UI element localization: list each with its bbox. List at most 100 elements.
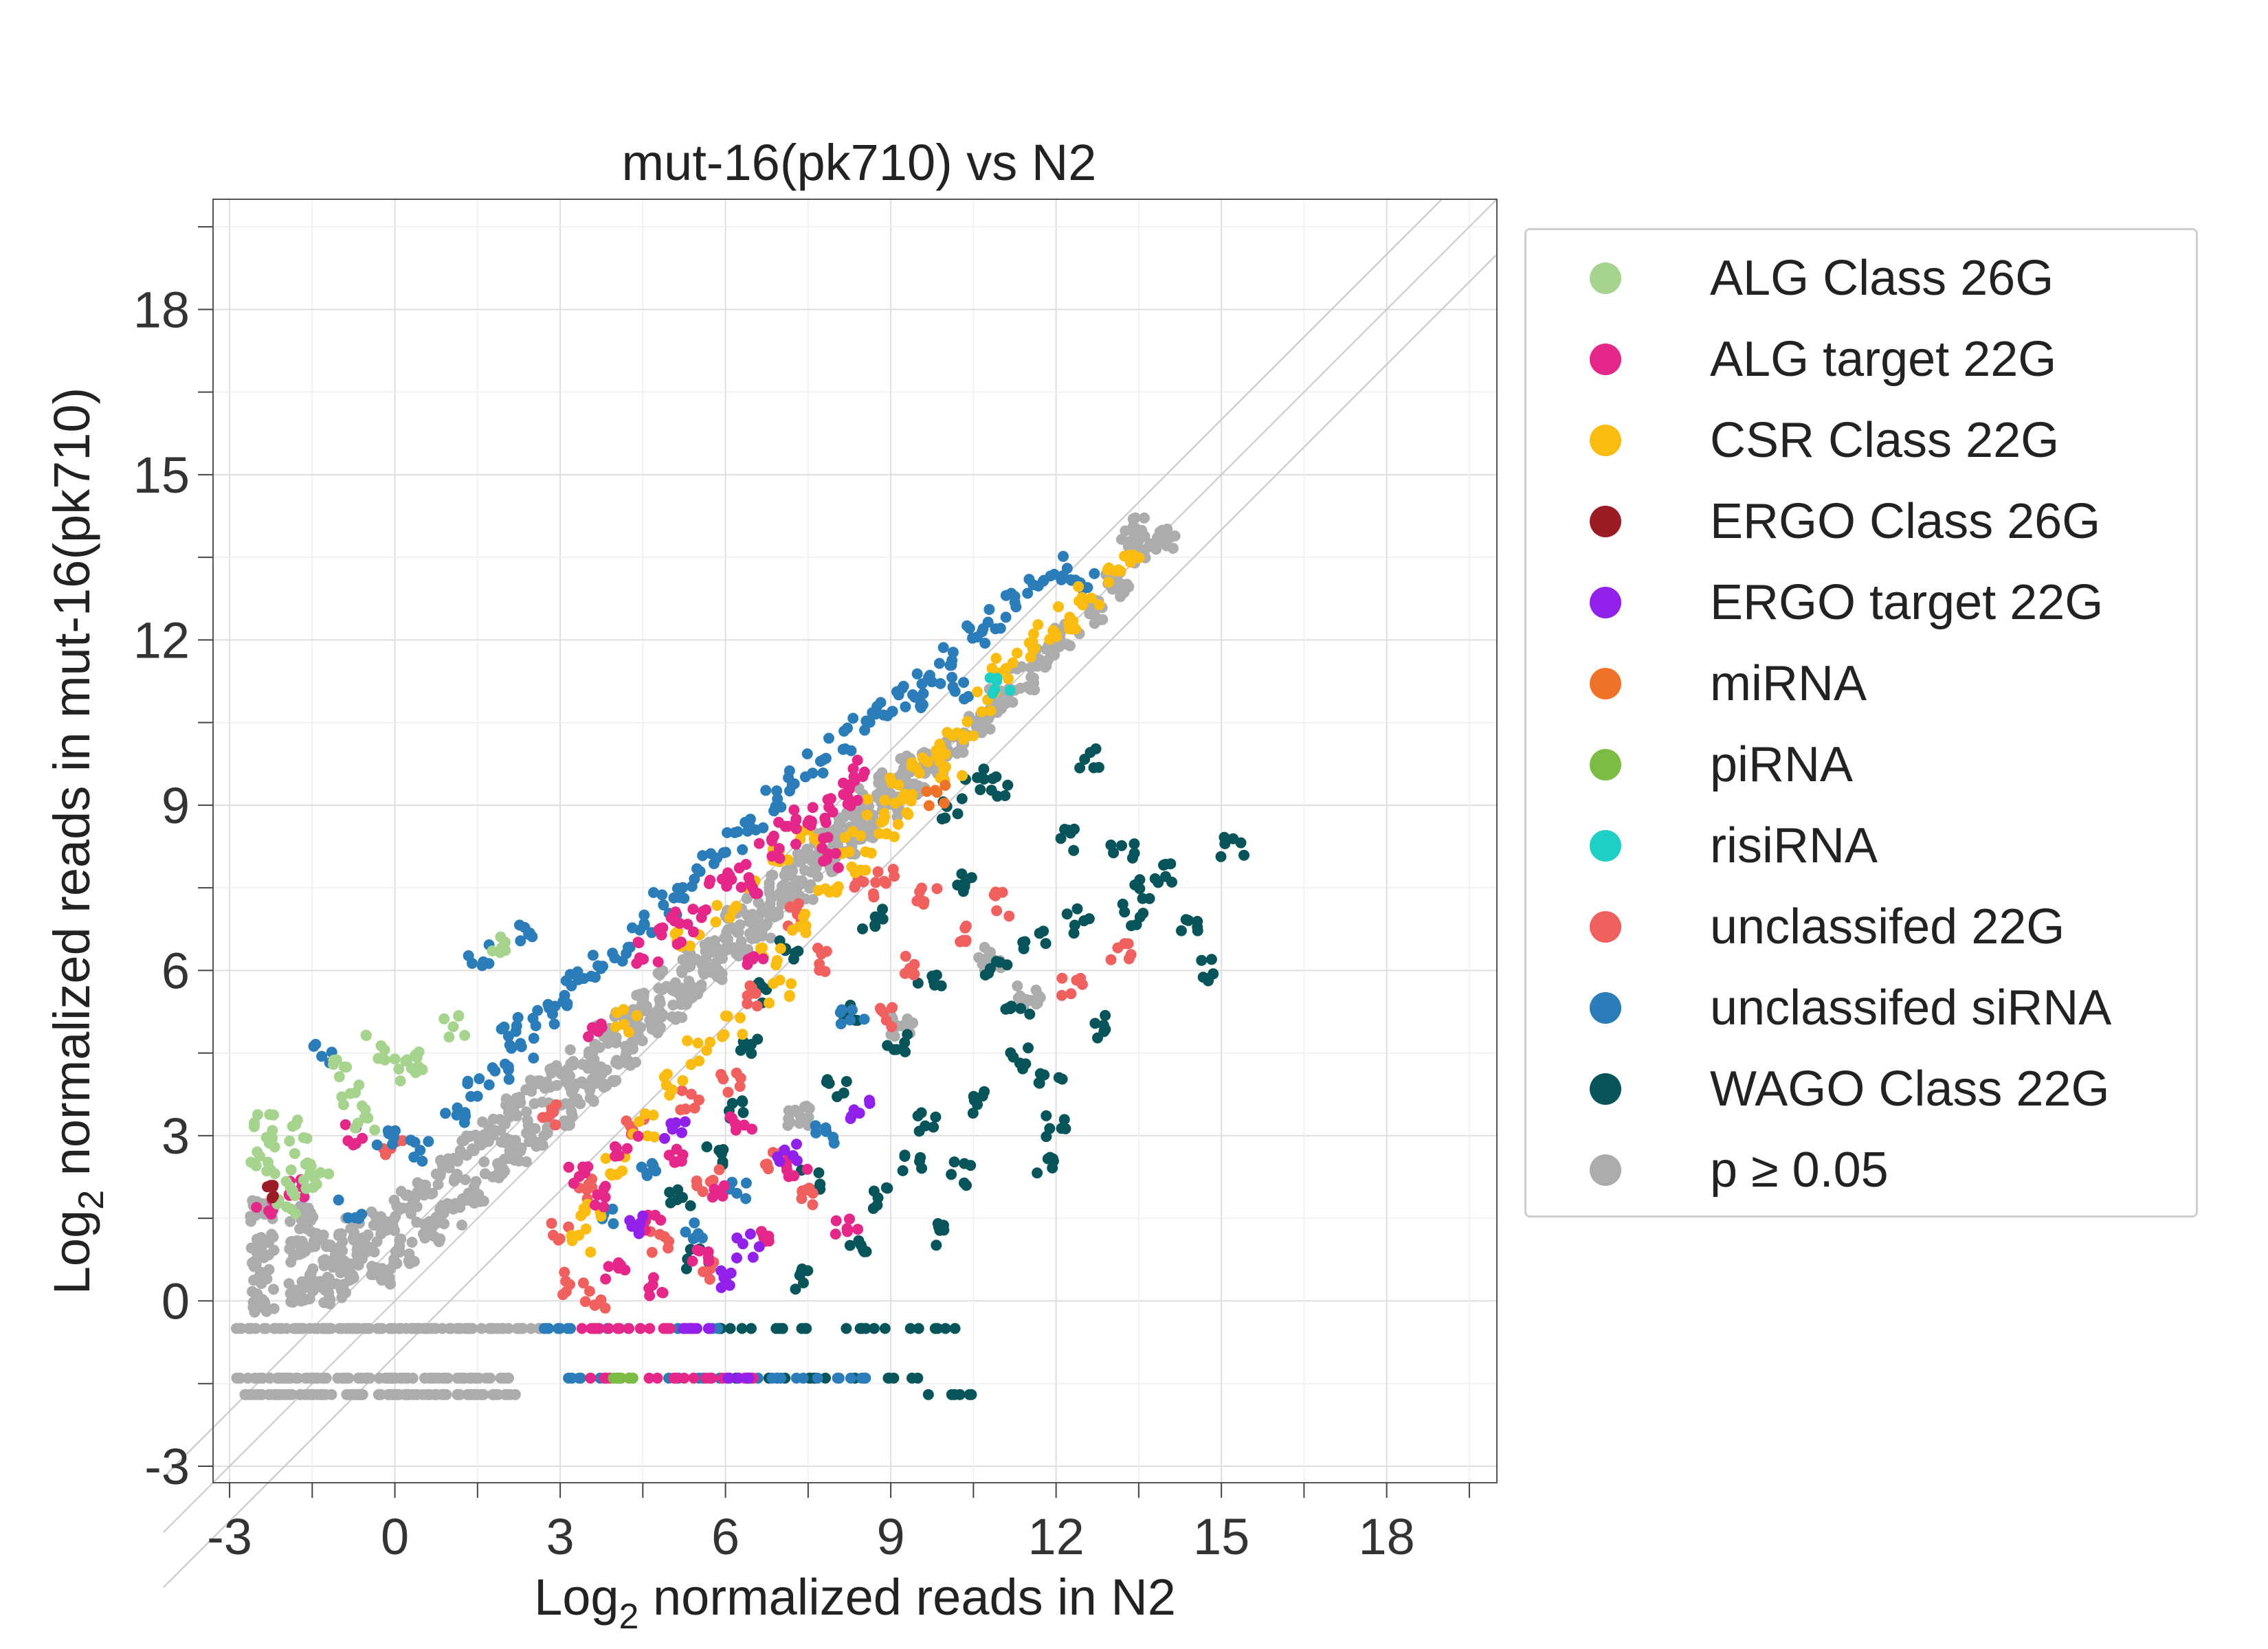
data-point <box>1089 1018 1101 1029</box>
data-point <box>868 1185 880 1197</box>
data-point <box>524 1123 535 1135</box>
legend-marker <box>1590 262 1621 294</box>
data-point <box>312 1323 323 1334</box>
data-point <box>318 1389 329 1400</box>
data-point <box>957 934 969 946</box>
data-point <box>842 722 853 734</box>
data-point <box>252 1288 263 1300</box>
data-point <box>340 1287 351 1299</box>
data-point <box>515 1037 526 1049</box>
data-point <box>922 756 933 767</box>
data-point <box>620 1040 632 1052</box>
data-point <box>395 1233 407 1245</box>
data-point <box>500 1099 512 1111</box>
data-point <box>718 1180 730 1191</box>
data-point <box>979 969 991 980</box>
data-point <box>937 642 949 653</box>
data-point <box>520 1084 532 1095</box>
data-point <box>867 888 879 899</box>
data-point <box>1005 587 1017 599</box>
data-point <box>704 1323 715 1334</box>
data-point <box>245 1215 256 1227</box>
data-point <box>432 1178 444 1190</box>
data-point <box>676 1085 688 1097</box>
data-point <box>830 824 841 835</box>
data-point <box>685 1088 697 1100</box>
data-point <box>564 1070 576 1081</box>
data-point <box>753 838 765 849</box>
data-point <box>879 794 891 806</box>
data-point <box>411 1216 423 1228</box>
data-point <box>368 1220 379 1231</box>
data-point <box>452 1102 463 1114</box>
data-point <box>1071 903 1083 915</box>
data-point <box>753 897 764 908</box>
data-point <box>353 1213 365 1224</box>
data-point <box>957 886 969 897</box>
data-point <box>252 1389 264 1400</box>
data-point <box>575 1372 586 1384</box>
data-point <box>859 724 871 736</box>
data-point <box>692 1037 704 1049</box>
data-point <box>697 1186 709 1198</box>
data-point <box>521 1106 532 1118</box>
data-point <box>333 1194 344 1206</box>
data-point <box>587 950 599 961</box>
data-point <box>287 1121 298 1132</box>
data-point <box>579 1296 591 1308</box>
x-tick-label: 15 <box>1193 1508 1249 1565</box>
data-point <box>371 1139 383 1151</box>
data-point <box>860 715 872 727</box>
data-point <box>750 888 761 899</box>
data-point <box>807 802 819 814</box>
data-point <box>1074 762 1086 774</box>
data-point <box>886 777 898 789</box>
data-point <box>870 877 882 888</box>
data-point <box>855 830 867 842</box>
data-point <box>590 1068 601 1080</box>
data-point <box>946 1169 957 1180</box>
data-point <box>1059 824 1071 835</box>
data-point <box>1034 928 1045 939</box>
data-point <box>436 1323 448 1334</box>
data-point <box>906 761 918 772</box>
data-point <box>348 1323 359 1334</box>
data-point <box>599 1302 611 1314</box>
data-point <box>771 785 783 796</box>
data-point <box>1138 512 1150 524</box>
data-point <box>931 745 942 756</box>
y-tick-label: 12 <box>133 612 190 669</box>
data-point <box>510 1134 522 1146</box>
data-point <box>918 688 929 699</box>
data-point <box>879 1323 891 1334</box>
data-point <box>929 1323 941 1334</box>
data-point <box>814 958 825 969</box>
data-point <box>387 1372 399 1384</box>
data-point <box>889 797 901 809</box>
data-point <box>677 954 689 965</box>
data-point <box>388 1257 400 1269</box>
data-point <box>340 1119 351 1130</box>
data-point <box>512 1011 524 1023</box>
legend-marker <box>1590 1073 1621 1105</box>
data-point <box>782 854 794 866</box>
data-point <box>1219 831 1230 843</box>
data-point <box>694 866 706 877</box>
data-point <box>379 1044 390 1055</box>
data-point <box>731 1187 743 1199</box>
data-point <box>530 1020 542 1031</box>
data-point <box>915 1107 927 1119</box>
data-point <box>1035 655 1047 666</box>
data-point <box>830 848 841 860</box>
data-points <box>230 512 1249 1400</box>
data-point <box>520 1156 532 1167</box>
data-point <box>566 1230 577 1242</box>
data-point <box>298 1191 310 1203</box>
data-point <box>1166 876 1177 888</box>
x-tick-label: 3 <box>546 1508 575 1565</box>
data-point <box>677 988 689 1000</box>
data-point <box>1154 526 1166 537</box>
data-point <box>922 1389 934 1400</box>
data-point <box>1103 576 1115 588</box>
data-point <box>952 808 964 820</box>
